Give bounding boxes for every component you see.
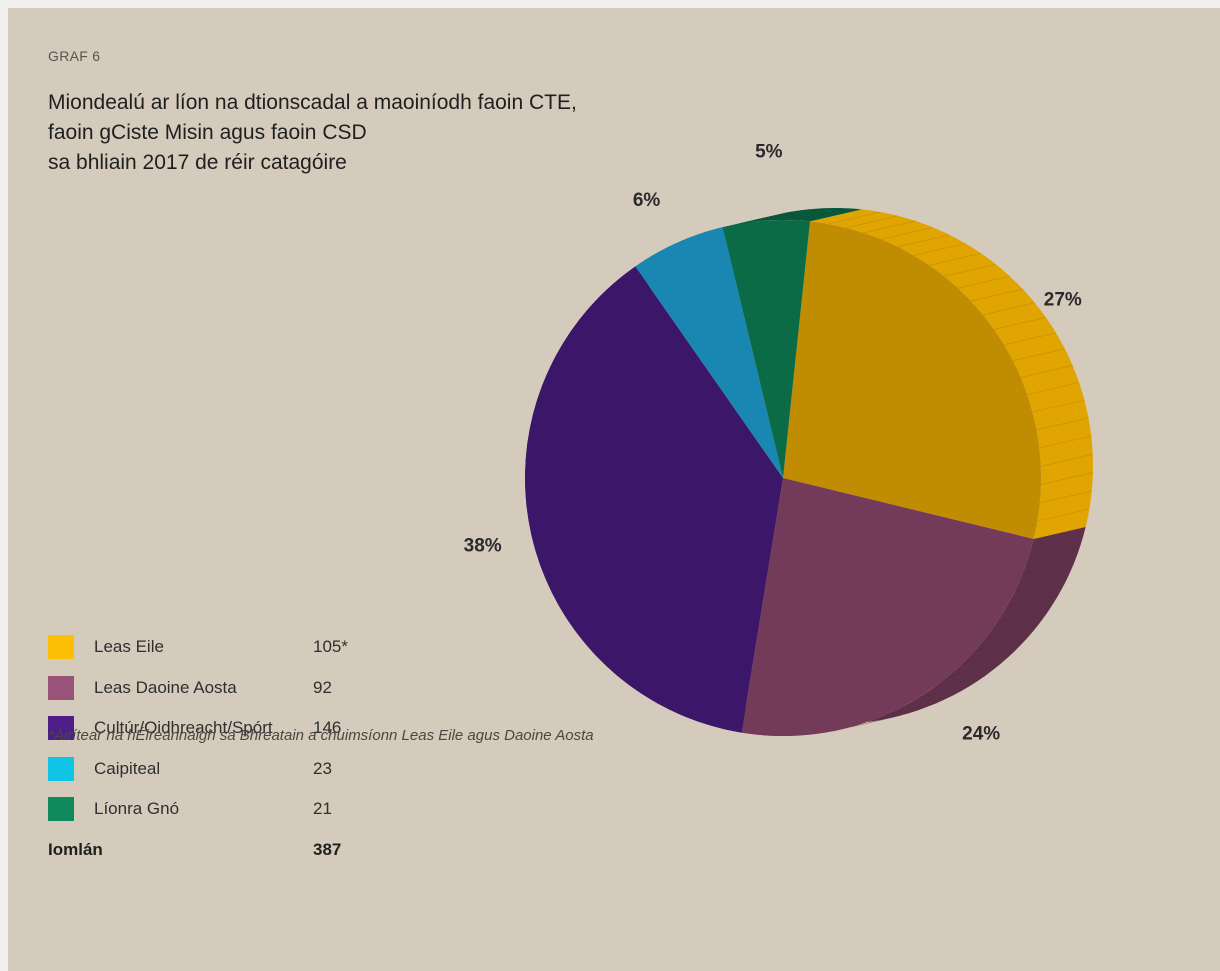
pie-slice-side-5 bbox=[722, 208, 862, 228]
pie-rim-line bbox=[996, 610, 1049, 623]
pie-rim-line bbox=[1039, 435, 1092, 449]
pie-rim-line bbox=[929, 253, 982, 266]
pie-percent-label: 5% bbox=[755, 142, 783, 163]
pie-rim-line bbox=[1022, 561, 1075, 575]
title-line-2: faoin gCiste Misin agus faoin CSD bbox=[48, 121, 367, 144]
pie-rim-line bbox=[757, 209, 810, 222]
pie-rim-line bbox=[917, 685, 970, 699]
pie-rim-line bbox=[792, 207, 845, 221]
pie-rim-line bbox=[1037, 508, 1090, 522]
pie-percent-label: 24% bbox=[962, 724, 1000, 745]
pie-rim-line bbox=[880, 227, 933, 240]
pie-rim-line bbox=[868, 709, 921, 722]
pie-rim-line bbox=[1027, 382, 1080, 395]
pie-rim-line bbox=[1036, 417, 1089, 431]
pie-slice-1 bbox=[783, 221, 1042, 539]
pie-rim-line bbox=[993, 317, 1046, 330]
title-line-3: sa bhliain 2017 de réir catagóire bbox=[48, 151, 347, 174]
legend-swatch bbox=[48, 797, 74, 821]
legend-swatch bbox=[48, 635, 74, 659]
pie-rim-line bbox=[1012, 348, 1065, 362]
pie-rim-line bbox=[1015, 578, 1068, 591]
pie-rim-line bbox=[985, 625, 1039, 638]
legend-label: Caipiteal bbox=[94, 758, 161, 778]
graph-number: GRAF 6 bbox=[48, 48, 101, 64]
legend-value: 105* bbox=[313, 637, 348, 656]
pie-rim-line bbox=[1040, 454, 1093, 467]
pie-rim-line bbox=[774, 207, 827, 221]
pie-rim-line bbox=[863, 220, 916, 234]
legend-swatch bbox=[48, 675, 74, 700]
pie-rim-line bbox=[982, 302, 1035, 316]
pie-rim-line bbox=[1032, 399, 1085, 413]
pie-slice-3 bbox=[525, 266, 783, 733]
legend-label: Leas Daoine Aosta bbox=[94, 677, 237, 697]
pie-rim-line bbox=[845, 215, 899, 229]
pie-rim-line bbox=[947, 664, 1000, 677]
pie-rim-line bbox=[961, 652, 1014, 665]
pie-rim-line bbox=[828, 211, 881, 225]
pie-percent-label: 6% bbox=[633, 190, 661, 211]
legend-label: Leas Eile bbox=[94, 637, 164, 656]
pie-slice-5 bbox=[722, 219, 810, 479]
pie-rim-line bbox=[1040, 472, 1093, 485]
pie-slice-side-1 bbox=[810, 209, 1093, 539]
legend-value: 146 bbox=[313, 718, 342, 737]
legend-swatch bbox=[48, 716, 74, 740]
pie-rim-line bbox=[897, 234, 950, 248]
pie-rim-line bbox=[1020, 365, 1073, 378]
pie-rim-line bbox=[739, 211, 792, 224]
pie-slice-4 bbox=[635, 227, 783, 478]
legend-value: 21 bbox=[313, 799, 332, 818]
legend-label: Líonra Gnó bbox=[94, 799, 180, 818]
chart-title: Miondealú ar líon na dtionscadal a maoin… bbox=[48, 88, 748, 178]
pie-percent-label: 38% bbox=[464, 535, 502, 556]
legend-label: Cultúr/Oidhreacht/Spórt bbox=[94, 718, 273, 737]
pie-rim-line bbox=[901, 694, 954, 708]
pie-rim-line bbox=[943, 264, 996, 277]
legend-value: 23 bbox=[313, 758, 332, 778]
pie-rim-line bbox=[933, 675, 986, 689]
pie-rim-line bbox=[1006, 594, 1059, 608]
pie-rim-line bbox=[1039, 490, 1092, 504]
pie-rim-line bbox=[970, 288, 1023, 302]
footnote: *Áirítear na hÉireannaigh sa Bhreatain a… bbox=[48, 727, 594, 744]
title-line-1: Miondealú ar líon na dtionscadal a maoin… bbox=[48, 91, 577, 114]
pie-rim-line bbox=[974, 639, 1027, 652]
legend-value: 92 bbox=[313, 677, 332, 697]
pie-slice-2 bbox=[741, 478, 1034, 736]
pie-rim-line bbox=[1028, 544, 1081, 557]
pie-rim-line bbox=[913, 243, 966, 256]
total-label: Iomlán bbox=[48, 839, 103, 859]
pie-percent-label: 27% bbox=[1044, 290, 1082, 311]
pie-rim-line bbox=[1003, 332, 1056, 346]
pie-rim-line bbox=[885, 702, 938, 716]
pie-slice-side-2 bbox=[741, 527, 1086, 736]
total-value: 387 bbox=[313, 839, 342, 859]
legend-swatch bbox=[48, 756, 74, 781]
pie-rim-line bbox=[957, 275, 1010, 289]
pie-rim-line bbox=[850, 714, 903, 728]
